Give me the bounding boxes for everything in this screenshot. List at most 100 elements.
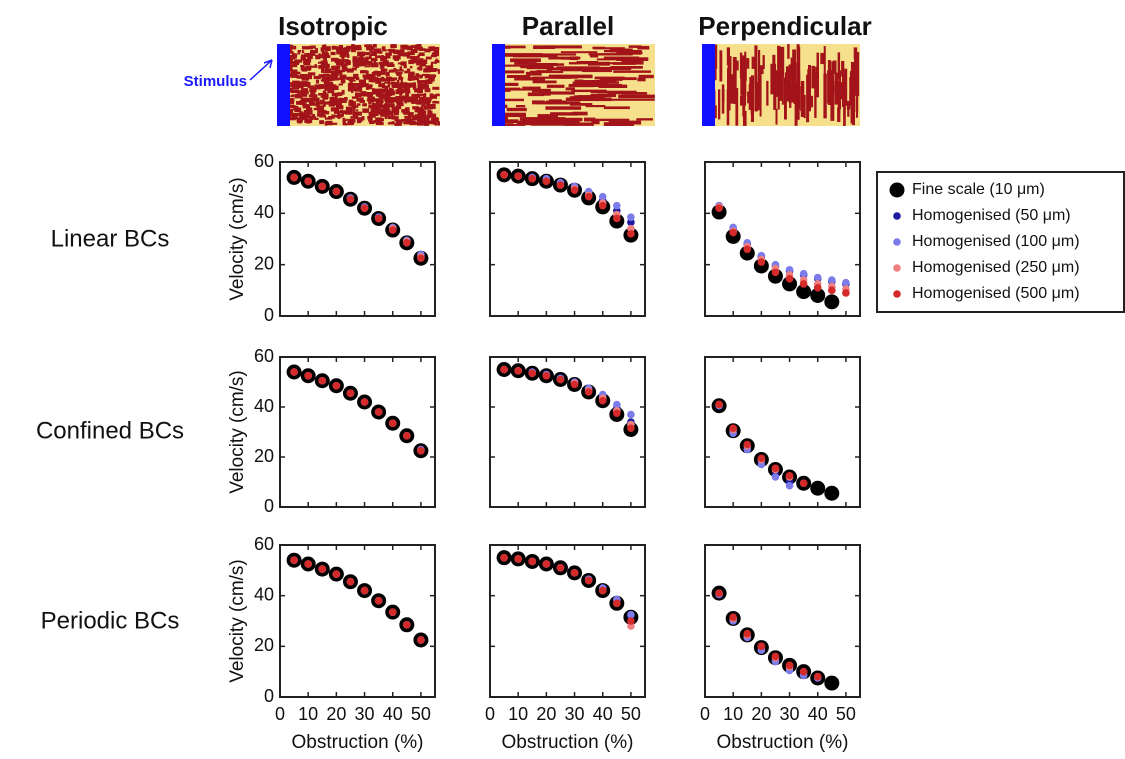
texture-patch bbox=[289, 116, 296, 121]
texture-patch bbox=[352, 67, 357, 71]
texture-patch bbox=[791, 85, 795, 98]
texture-patch bbox=[288, 104, 295, 109]
data-point bbox=[771, 464, 780, 473]
texture-patch bbox=[530, 121, 575, 126]
texture-patch bbox=[312, 97, 320, 102]
texture-patch bbox=[525, 71, 542, 76]
texture-patch bbox=[339, 74, 347, 79]
texture-patch bbox=[324, 68, 331, 73]
texture-patch bbox=[373, 113, 379, 116]
texture-patch bbox=[548, 74, 593, 79]
texture-patch bbox=[421, 103, 425, 107]
legend-marker bbox=[893, 264, 901, 272]
data-point bbox=[757, 642, 766, 651]
texture-patch bbox=[573, 95, 590, 99]
texture-patch bbox=[414, 46, 422, 50]
texture-patch bbox=[359, 97, 364, 102]
texture-patch bbox=[377, 109, 383, 114]
texture-patch bbox=[793, 62, 797, 104]
texture-patch bbox=[842, 73, 845, 107]
texture-patch bbox=[560, 51, 598, 54]
texture-patch bbox=[391, 106, 398, 111]
texture-patch bbox=[401, 119, 409, 122]
texture-patch bbox=[380, 113, 387, 117]
texture-patch bbox=[417, 78, 420, 83]
legend-label: Homogenised (50 μm) bbox=[912, 207, 1071, 224]
texture-patch bbox=[310, 101, 314, 105]
texture-patch bbox=[398, 102, 404, 107]
texture-patch bbox=[368, 100, 372, 105]
texture-patch bbox=[593, 47, 625, 50]
texture-patch bbox=[414, 88, 421, 93]
texture-patch bbox=[414, 58, 418, 63]
data-point bbox=[290, 173, 298, 182]
texture-patch bbox=[757, 82, 760, 111]
data-point bbox=[828, 276, 836, 284]
y-axis-label: Velocity (cm/s) bbox=[227, 177, 248, 301]
texture-patch bbox=[380, 68, 388, 72]
texture-patch bbox=[389, 121, 394, 125]
texture-patch bbox=[588, 118, 630, 122]
texture-patch bbox=[361, 57, 369, 62]
texture-patch bbox=[335, 105, 344, 109]
texture-patch bbox=[427, 109, 432, 115]
y-tick-label: 0 bbox=[264, 686, 274, 706]
texture-patch bbox=[388, 97, 397, 102]
texture-patch bbox=[494, 70, 525, 74]
texture-patch bbox=[751, 56, 755, 69]
texture-patch bbox=[419, 110, 426, 116]
texture-patch bbox=[353, 73, 359, 79]
texture-patch bbox=[332, 122, 338, 125]
texture-patch bbox=[378, 83, 384, 88]
texture-patch bbox=[758, 50, 761, 96]
texture-patch bbox=[419, 120, 427, 124]
texture-patch bbox=[501, 113, 526, 118]
texture-patch bbox=[391, 84, 399, 88]
texture-patch bbox=[428, 74, 435, 80]
x-tick-label: 50 bbox=[411, 704, 431, 724]
texture-patch bbox=[529, 63, 558, 67]
texture-patch bbox=[290, 45, 294, 50]
texture-patch bbox=[796, 44, 800, 92]
texture-patch bbox=[556, 66, 600, 70]
data-point bbox=[771, 268, 780, 277]
texture-patch bbox=[561, 57, 577, 60]
plot-frame bbox=[704, 356, 861, 508]
texture-patch bbox=[387, 82, 391, 88]
texture-patch bbox=[371, 51, 376, 55]
data-point bbox=[627, 617, 635, 625]
texture-patch bbox=[396, 103, 400, 107]
texture-patch bbox=[398, 84, 407, 87]
data-point bbox=[542, 177, 551, 186]
texture-patch bbox=[352, 108, 356, 112]
texture-patch bbox=[777, 45, 781, 93]
texture-patch bbox=[373, 60, 376, 64]
texture-patch bbox=[405, 93, 410, 96]
texture-patch bbox=[381, 55, 385, 59]
texture-patch bbox=[334, 101, 342, 106]
texture-patch bbox=[364, 44, 372, 48]
texture-patch bbox=[348, 118, 356, 122]
texture-patch bbox=[550, 112, 578, 116]
texture-patch bbox=[315, 103, 320, 107]
texture-patch bbox=[356, 109, 359, 112]
texture-patch bbox=[295, 89, 298, 93]
texture-patch bbox=[341, 66, 348, 71]
texture-patch bbox=[335, 58, 342, 64]
data-point bbox=[785, 661, 794, 670]
texture-patch bbox=[426, 100, 431, 105]
texture-patch bbox=[759, 71, 762, 117]
texture-patch bbox=[335, 46, 343, 50]
texture-patch bbox=[398, 77, 404, 80]
x-tick-label: 40 bbox=[383, 704, 403, 724]
texture-patch bbox=[596, 58, 630, 61]
texture-patch bbox=[832, 60, 837, 74]
texture-patch bbox=[400, 88, 405, 94]
texture-patch bbox=[352, 110, 356, 114]
texture-patch bbox=[377, 119, 383, 124]
data-point bbox=[514, 172, 522, 180]
texture-patch bbox=[307, 68, 311, 71]
texture-patch bbox=[400, 79, 403, 84]
x-tick-label: 30 bbox=[565, 704, 585, 724]
data-point bbox=[715, 400, 723, 409]
